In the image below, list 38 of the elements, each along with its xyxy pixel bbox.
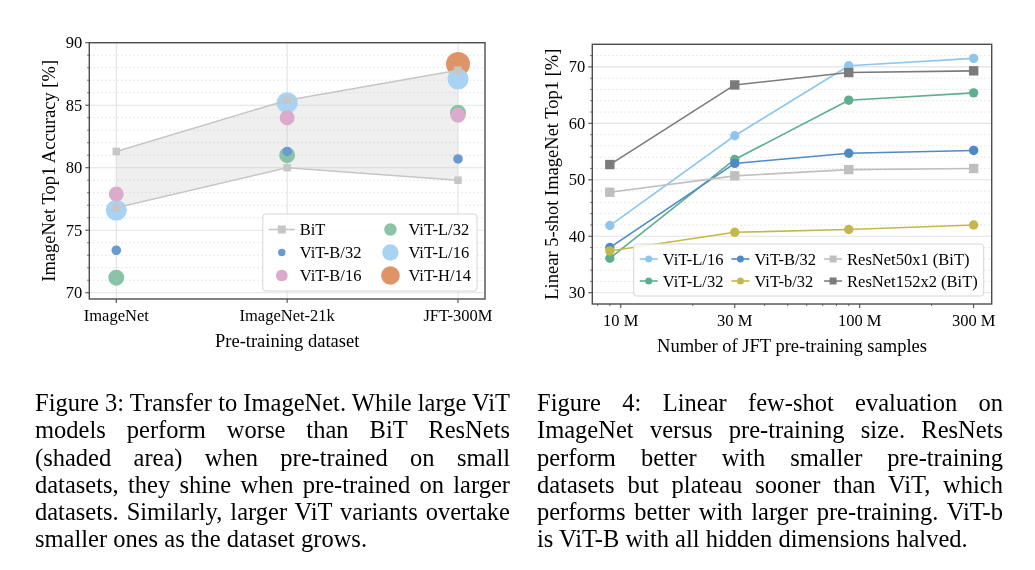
x-tick-label: 10 M: [603, 310, 639, 330]
legend-label: ViT-L/16: [662, 249, 724, 269]
y-tick-label: 90: [65, 33, 83, 53]
legend-label: ViT-B/16: [299, 266, 362, 285]
point: [283, 163, 291, 172]
point: [454, 66, 462, 74]
legend-label: ViT-b/32: [754, 271, 814, 291]
x-tick-label: 30 M: [717, 310, 753, 330]
y-tick-label: 60: [568, 113, 586, 133]
y-tick-label: 70: [65, 283, 83, 303]
y-tick-label: 85: [65, 95, 83, 115]
x-tick-label: 300 M: [951, 310, 996, 330]
x-tick-label: ImageNet: [83, 305, 150, 325]
x-axis-title: Number of JFT pre-training samples: [657, 336, 927, 356]
legend-label: ViT-H/14: [408, 266, 472, 285]
legend-label: BiT: [299, 220, 326, 239]
y-axis-title: ImageNet Top1 Accuracy [%]: [39, 59, 60, 282]
x-tick-label: JFT-300M: [423, 305, 493, 325]
y-tick-label: 40: [568, 226, 586, 246]
legend-label: ViT-L/16: [408, 243, 470, 262]
legend-label: ViT-B/32: [299, 243, 362, 262]
y-tick-label: 80: [65, 158, 83, 178]
legend-label: ViT-B/32: [754, 249, 817, 269]
caption: Figure 3: Transfer to ImageNet. While large ViT models perform worse than BiT ResNets (shaded area) when pre-trained on small datasets, they shine when pre-trained on larger datasets. Similarly, larger ViT variants overtake smaller ones as the dataset grows.: [35, 389, 510, 553]
legend-label: ViT-L/32: [408, 220, 470, 239]
legend-label: ResNet50x1 (BiT): [847, 249, 970, 269]
y-tick-label: 75: [65, 220, 83, 240]
x-tick-label: ImageNet-21k: [239, 305, 336, 325]
caption: Figure 4: Linear few-shot evaluation on ImageNet versus pre-training size. ResNets perform better with smaller pre-training datasets but plateau sooner than ViT, which performs better with larger pre-training. ViT-b is ViT-B with all hidden dimensions halved.: [537, 389, 1003, 553]
y-tick-label: 30: [568, 283, 586, 303]
legend-label: ResNet152x2 (BiT): [847, 271, 978, 291]
y-axis-title: Linear 5-shot ImageNet Top1 [%]: [542, 48, 563, 300]
point: [454, 176, 462, 184]
legend-label: ViT-L/32: [662, 271, 724, 291]
x-tick-label: 100 M: [837, 310, 882, 330]
x-axis-title: Pre-training dataset: [214, 331, 361, 351]
y-tick-label: 50: [568, 170, 586, 190]
y-tick-label: 70: [568, 57, 586, 77]
